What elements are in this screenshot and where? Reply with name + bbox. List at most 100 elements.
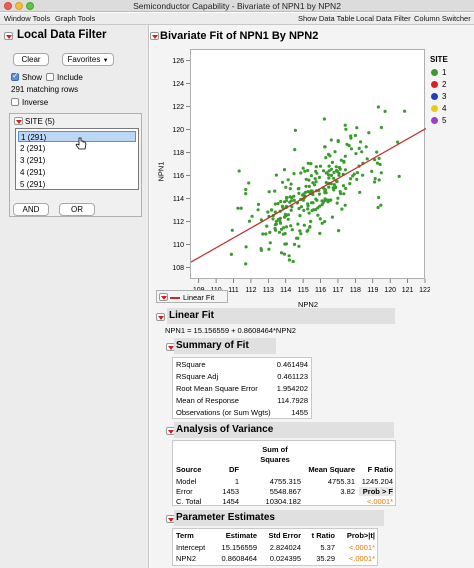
minimize-window-icon[interactable] [15,2,23,10]
site-listbox[interactable]: 1 (291) 2 (291) 3 (291) 4 (291) 5 (291) [15,128,139,190]
list-item[interactable]: 1 (291) [18,131,136,142]
scatter-point [314,165,318,169]
legend-dot-icon [431,81,438,88]
menu-local-data-filter[interactable]: Local Data Filter [356,14,411,23]
scatter-point [308,225,312,229]
scatter-point [313,177,317,181]
scatter-point [326,200,330,204]
site-disclosure-icon[interactable] [14,117,23,125]
anova-header-f: F Ratio [367,465,393,474]
scatter-point [236,206,240,210]
x-tick-label: 114 [280,287,291,294]
list-item[interactable]: 5 (291) [20,180,46,189]
scatter-point [288,187,292,191]
scatter-point [327,176,331,180]
list-item[interactable]: 3 (291) [20,156,46,165]
scatter-point [314,169,318,173]
scatter-point [320,203,324,207]
zoom-window-icon[interactable] [26,2,34,10]
scatter-point [397,174,401,178]
bivariate-menu-disclosure-icon[interactable] [150,32,159,40]
scatter-point [309,174,313,178]
scatter-point [358,190,362,194]
clear-button[interactable]: Clear [13,53,49,66]
scatter-point [328,154,332,158]
menu-window-tools[interactable]: Window Tools [4,14,51,23]
scatter-point [379,125,383,130]
legend-item[interactable]: 3 [430,91,470,102]
y-tick-label: 120 [172,127,184,134]
scatter-point [306,204,310,208]
scatterplot-frame[interactable] [190,49,426,279]
fit-legend-box[interactable]: Linear Fit [156,290,228,303]
legend-item[interactable]: 2 [430,79,470,90]
inverse-checkbox[interactable] [11,98,19,106]
scatter-point [377,178,381,182]
anova-df: 1453 [222,487,239,496]
x-tick-label: 121 [402,287,414,294]
include-checkbox[interactable] [46,73,54,81]
scatter-point [344,186,348,191]
summary-label: Mean of Response [176,396,239,405]
scatter-point [285,225,289,229]
params-header-p: Prob>|t| [346,531,375,540]
filter-menu-disclosure-icon[interactable] [4,32,13,40]
anova-source: Error [176,487,193,496]
scatter-point [286,213,290,217]
and-button[interactable]: AND [13,203,49,216]
toolbar-menu: Window Tools Graph Tools Show Data Table… [0,13,474,25]
scatter-point [276,217,281,221]
menu-graph-tools[interactable]: Graph Tools [55,14,96,23]
scatter-point [302,223,306,227]
scatter-point [317,192,321,196]
scatter-point [271,217,275,221]
scatter-point [279,251,284,255]
scatter-point [353,133,357,138]
scatter-point [268,241,272,245]
legend-item[interactable]: 4 [430,103,470,114]
scatter-point [339,192,343,196]
anova-header-source: Source [176,465,202,474]
scatter-point [324,181,328,185]
anova-source: Model [176,477,197,486]
scatter-point [309,162,313,166]
linear-fit-collapse-icon[interactable] [156,313,165,321]
scatter-point [333,185,338,189]
scatter-point [293,128,297,132]
scatter-point [329,138,333,142]
favorites-button[interactable]: Favorites ▼ [62,53,114,66]
legend-label: 5 [442,116,447,125]
scatter-point [336,170,340,174]
scatter-point [323,220,327,224]
scatter-point [343,203,347,207]
or-button[interactable]: OR [59,203,95,216]
list-item[interactable]: 2 (291) [20,144,46,153]
menu-column-switcher[interactable]: Column Switcher [414,14,471,23]
linear-fit-disclosure-icon[interactable] [159,293,168,301]
scatter-point [321,169,326,173]
scatter-point [332,176,336,180]
close-window-icon[interactable] [4,2,12,10]
scatter-point [282,215,287,219]
scatter-point [239,206,243,210]
list-item[interactable]: 4 (291) [20,168,46,177]
legend-item[interactable]: 1 [430,67,470,78]
show-checkbox[interactable] [11,71,19,81]
scatter-point [229,252,233,256]
summary-value: 0.461494 [276,360,308,369]
scatter-point [302,208,306,212]
scatter-point [357,146,361,150]
scatter-point [268,230,272,234]
legend-dot-icon [431,105,438,112]
scatter-point [276,202,280,206]
scatter-point [265,224,269,228]
scatter-point [306,168,310,173]
scatter-point [292,242,297,246]
scatter-point [244,192,248,196]
legend-item[interactable]: 5 [430,115,470,126]
menu-show-data-table[interactable]: Show Data Table [298,14,355,23]
scatter-point [330,160,334,164]
anova-f: Prob > F [359,487,393,496]
scatter-point [306,207,310,211]
scatter-point [279,227,284,231]
